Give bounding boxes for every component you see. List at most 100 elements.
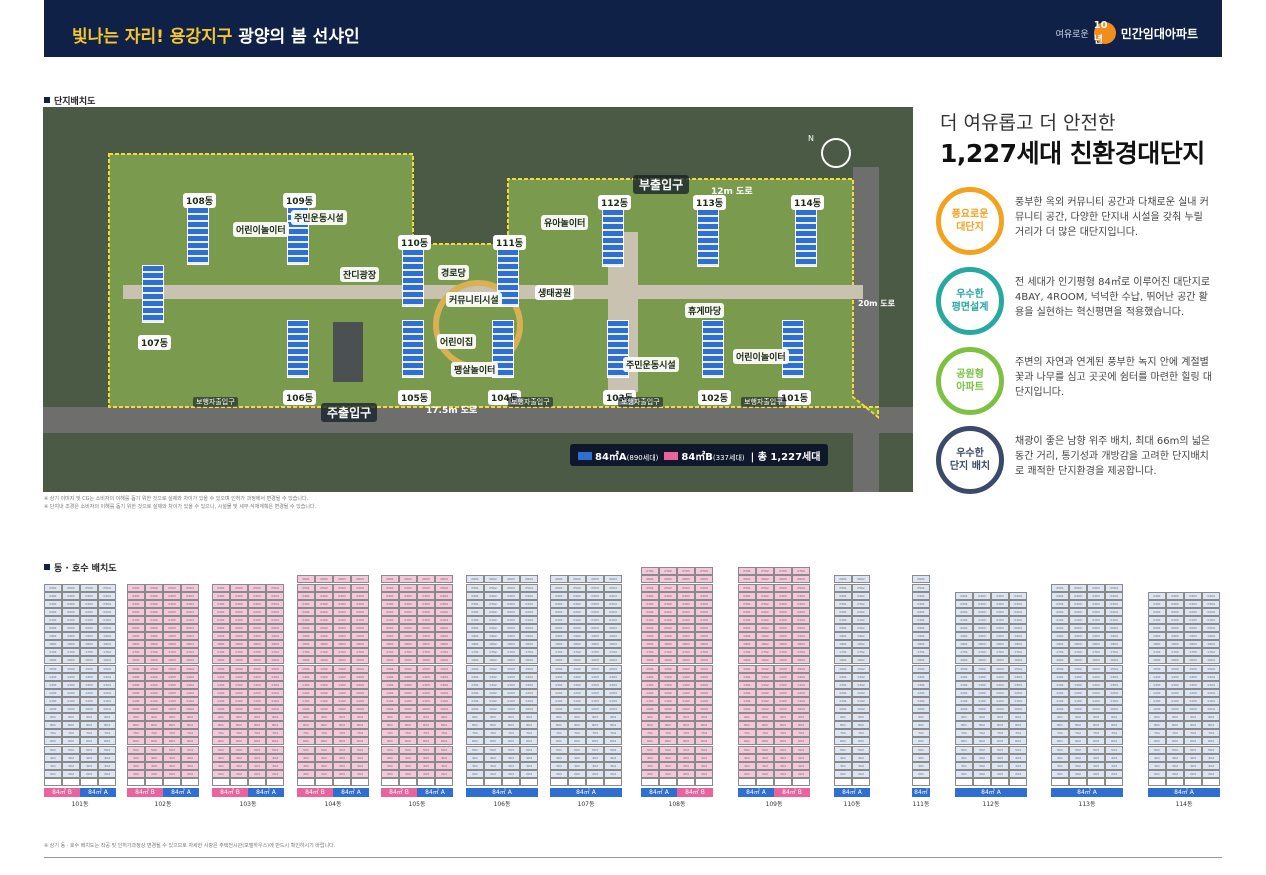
- unit-cell: 2102: [145, 615, 163, 624]
- unit-cell: 1304: [695, 680, 713, 689]
- unit-cell: 402: [145, 753, 163, 762]
- feature-badge-text: 공원형 아파트: [956, 369, 984, 393]
- unit-cell: 2201: [641, 607, 659, 616]
- unit-cell: 1902: [484, 632, 502, 641]
- unit-cell: 2204: [351, 607, 369, 616]
- unit-cell: 2301: [1148, 599, 1166, 608]
- unit-cell: 1701: [1051, 648, 1069, 657]
- unit-building-name: 114동: [1175, 801, 1193, 808]
- unit-cell: [834, 777, 852, 786]
- unit-cell: 301: [44, 761, 62, 770]
- unit-cell: 1502: [145, 664, 163, 673]
- unit-cell: 2203: [502, 607, 520, 616]
- unit-cell: 602: [852, 737, 870, 746]
- unit-cell: 1503: [774, 664, 792, 673]
- unit-cell: 304: [351, 761, 369, 770]
- unit-cell: 1104: [520, 696, 538, 705]
- unit-cell: 201: [738, 769, 756, 778]
- unit-cell: 2104: [695, 615, 713, 624]
- unit-cell: 1604: [181, 656, 199, 665]
- unit-cell: [1184, 777, 1202, 786]
- unit-cell: 1201: [1148, 688, 1166, 697]
- unit-cell: 2004: [520, 624, 538, 633]
- unit-cell: 2401: [550, 591, 568, 600]
- unit-cell: 2304: [1009, 599, 1027, 608]
- legend-type-b: 84㎡B(337세대): [664, 448, 745, 463]
- unit-cell: 1401: [1148, 672, 1166, 681]
- unit-cell: 1004: [98, 705, 116, 714]
- unit-cell: 1402: [568, 672, 586, 681]
- unit-cell: 1604: [435, 656, 453, 665]
- unit-cell: [435, 777, 453, 786]
- unit-cell: 2201: [466, 607, 484, 616]
- unit-cell: 1804: [695, 640, 713, 649]
- unit-cell: 1403: [502, 672, 520, 681]
- unit-cell: 1903: [774, 632, 792, 641]
- unit-cell: 904: [695, 713, 713, 722]
- unit-cell: 203: [991, 769, 1009, 778]
- unit-cell: 1303: [163, 680, 181, 689]
- unit-cell: 2503: [502, 583, 520, 592]
- unit-cell: 2701: [641, 567, 659, 576]
- feature-item: 우수한 단지 배치 채광이 좋은 남향 위주 배치, 최대 66m의 넓은 동간 …: [936, 426, 1216, 498]
- unit-cell: 1301: [381, 680, 399, 689]
- unit-cell: 2502: [1069, 583, 1087, 592]
- unit-cell: 1104: [604, 696, 622, 705]
- unit-type-bar: 84㎡ B: [127, 788, 163, 797]
- unit-cell: 2001: [381, 624, 399, 633]
- unit-cell: 2104: [435, 615, 453, 624]
- unit-cell: 2504: [351, 583, 369, 592]
- map-building-block: [187, 207, 209, 265]
- unit-cell: 901: [641, 713, 659, 722]
- unit-cell: 2002: [399, 624, 417, 633]
- map-building-label: 110동: [398, 235, 432, 250]
- unit-cell: 1602: [399, 656, 417, 665]
- unit-cell: 1502: [62, 664, 80, 673]
- unit-cell: 601: [466, 737, 484, 746]
- unit-cell: 504: [695, 745, 713, 754]
- unit-cell: 2401: [1051, 591, 1069, 600]
- unit-cell: 203: [502, 769, 520, 778]
- unit-cell: 2504: [98, 583, 116, 592]
- unit-cell: 204: [520, 769, 538, 778]
- unit-cell: 2102: [756, 615, 774, 624]
- unit-type-bar: 84㎡ B: [677, 788, 713, 797]
- unit-cell: 2101: [127, 615, 145, 624]
- unit-cell: 2104: [520, 615, 538, 624]
- unit-cell: 1203: [586, 688, 604, 697]
- unit-cell: 2502: [659, 583, 677, 592]
- unit-cell: 2503: [586, 583, 604, 592]
- unit-cell: 2001: [44, 624, 62, 633]
- unit-cell: 502: [852, 745, 870, 754]
- unit-cell: 504: [520, 745, 538, 754]
- unit-cell: 503: [333, 745, 351, 754]
- unit-cell: 2301: [466, 599, 484, 608]
- unit-cell: 2002: [484, 624, 502, 633]
- unit-cell: 503: [774, 745, 792, 754]
- unit-cell: 1001: [466, 705, 484, 714]
- unit-cell: 1501: [641, 664, 659, 673]
- unit-cell: 1403: [163, 672, 181, 681]
- unit-cell: 502: [1069, 745, 1087, 754]
- unit-cell: 2201: [550, 607, 568, 616]
- unit-cell: 1702: [973, 648, 991, 657]
- unit-cell: [604, 777, 622, 786]
- unit-cell: 1503: [248, 664, 266, 673]
- map-building-label: 105동: [398, 390, 432, 405]
- unit-cell: [991, 777, 1009, 786]
- unit-cell: 1601: [955, 656, 973, 665]
- unit-cell: 502: [62, 745, 80, 754]
- unit-cell: 1002: [852, 705, 870, 714]
- unit-cell: 1302: [145, 680, 163, 689]
- unit-cell: 2302: [659, 599, 677, 608]
- unit-cell: 1403: [417, 672, 435, 681]
- unit-cell: 903: [417, 713, 435, 722]
- unit-cell: 901: [44, 713, 62, 722]
- unit-cell: 404: [604, 753, 622, 762]
- unit-cell: 501: [212, 745, 230, 754]
- unit-cell: 403: [333, 753, 351, 762]
- unit-cell: 2602: [399, 575, 417, 584]
- feature-description: 채광이 좋은 남향 위주 배치, 최대 66m의 넓은 동간 거리, 통기성과 …: [1015, 436, 1211, 477]
- unit-cell: 1202: [399, 688, 417, 697]
- unit-cell: 402: [973, 753, 991, 762]
